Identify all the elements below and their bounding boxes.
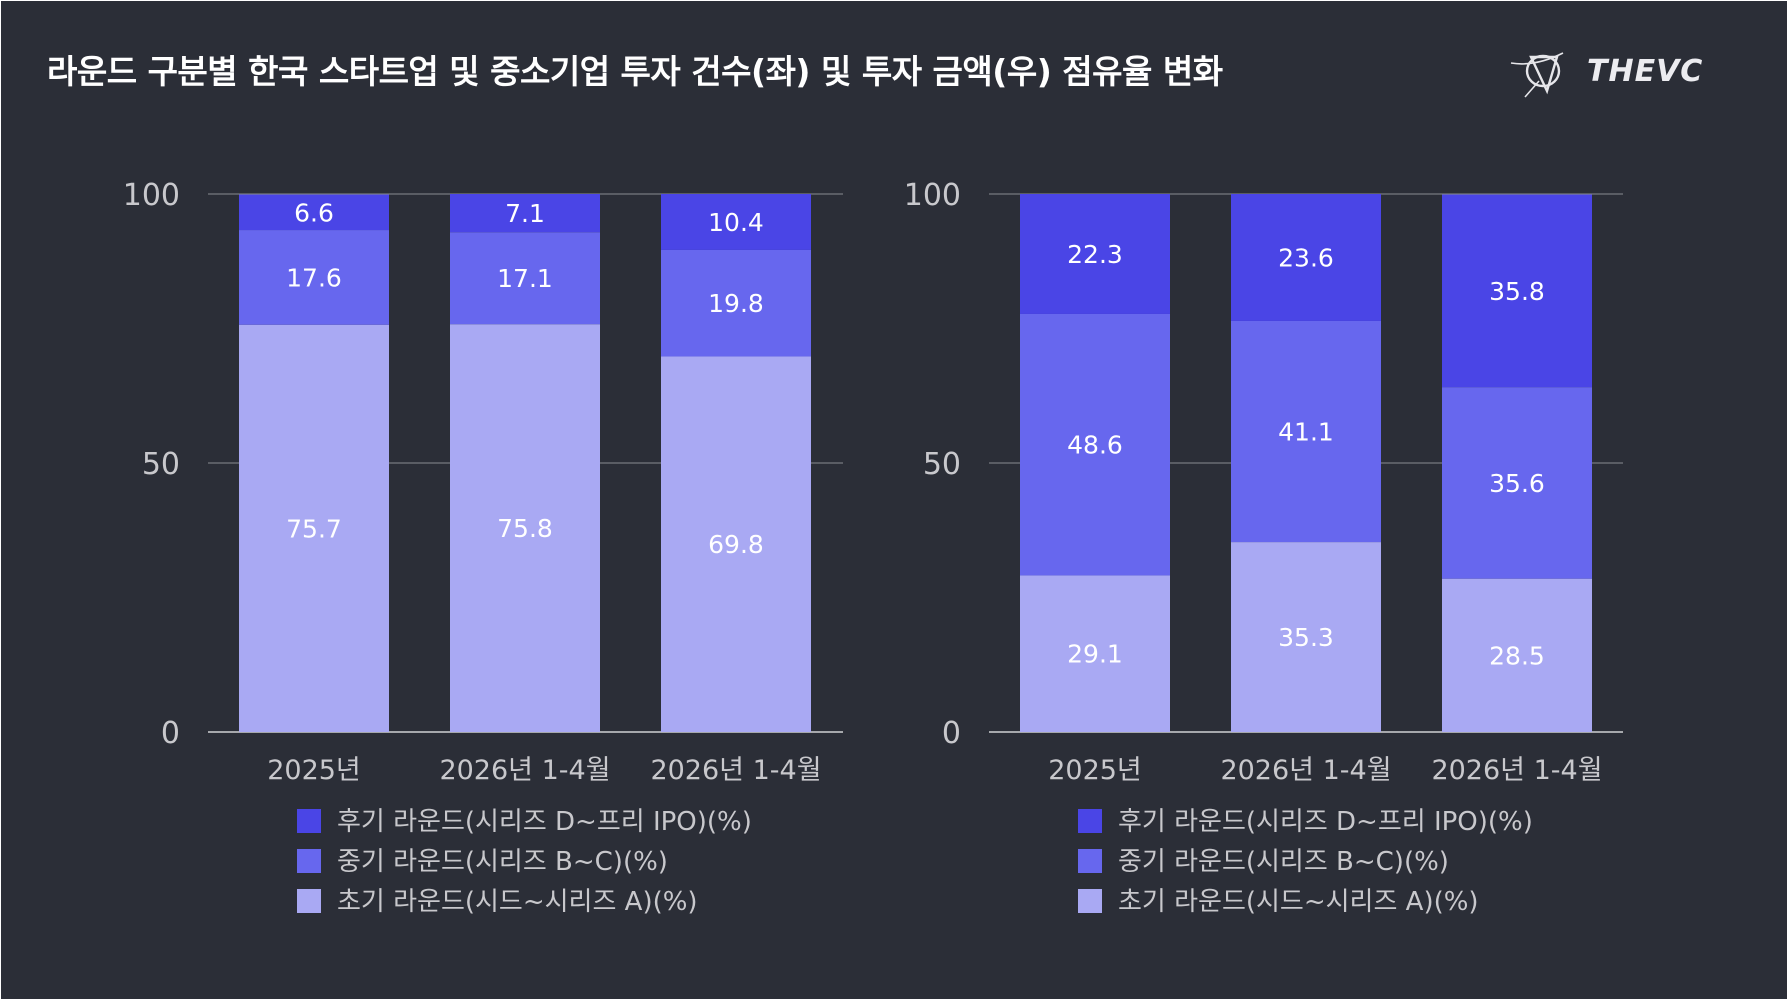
data-label: 22.3 (1067, 240, 1123, 269)
bar-segment-mid (1020, 313, 1170, 576)
data-label: 6.6 (294, 198, 334, 227)
data-label: 17.1 (497, 264, 553, 293)
legend-item-mid: 중기 라운드(시리즈 B~C)(%) (297, 847, 668, 877)
chart-2: 0 50 100 29.1 48.6 22.3 2025년 35.3 41.1 23.6 2026년… (904, 178, 1623, 917)
legend-swatch (297, 889, 321, 913)
data-label: 29.1 (1067, 640, 1123, 669)
legend-label: 초기 라운드(시드~시리즈 A)(%) (337, 887, 698, 917)
bar-segment-early (1231, 542, 1381, 732)
data-label: 35.3 (1278, 623, 1334, 652)
bar-segment-late (661, 194, 811, 250)
data-label: 41.1 (1278, 418, 1334, 447)
legend-label: 후기 라운드(시리즈 D~프리 IPO)(%) (337, 807, 752, 837)
data-label: 75.8 (497, 514, 553, 543)
bar-segment-late (239, 194, 389, 231)
chart-title: 라운드 구분별 한국 스타트업 및 중소기업 투자 건수(좌) 및 투자 금액(… (47, 52, 1223, 91)
y-tick-label: 50 (923, 447, 961, 482)
bar-segment-early (450, 324, 600, 732)
logo-emblem-icon (1510, 52, 1564, 98)
bar-segment-mid (661, 249, 811, 357)
bar-segment-mid (450, 232, 600, 325)
y-tick-label: 0 (161, 716, 180, 751)
thevc-logo: THEVC (1510, 52, 1703, 98)
bar-segment-late (1020, 194, 1170, 314)
x-tick-label: 2025년 (1048, 755, 1142, 786)
y-tick-label: 0 (942, 716, 961, 751)
legend-swatch (1078, 849, 1102, 873)
legend-item-late: 후기 라운드(시리즈 D~프리 IPO)(%) (1078, 807, 1533, 837)
data-label: 10.4 (708, 208, 764, 237)
data-label: 75.7 (286, 514, 342, 543)
x-tick-label: 2026년 1-4월 (1431, 755, 1602, 786)
x-tick-label: 2026년 1-4월 (650, 755, 821, 786)
bar-segment-early (1020, 575, 1170, 732)
y-tick-label: 100 (123, 178, 180, 213)
bar-segment-mid (1231, 320, 1381, 543)
bar-segment-mid (1442, 387, 1592, 579)
data-label: 35.6 (1489, 469, 1545, 498)
data-label: 28.5 (1489, 641, 1545, 670)
legend-swatch (297, 809, 321, 833)
legend-label: 후기 라운드(시리즈 D~프리 IPO)(%) (1118, 807, 1533, 837)
legend-label: 초기 라운드(시드~시리즈 A)(%) (1118, 887, 1479, 917)
legend-item-early: 초기 라운드(시드~시리즈 A)(%) (297, 887, 698, 917)
legend-swatch (297, 849, 321, 873)
legend-label: 중기 라운드(시리즈 B~C)(%) (1118, 847, 1449, 877)
x-tick-label: 2025년 (267, 755, 361, 786)
data-label: 23.6 (1278, 243, 1334, 272)
chart-1: 0 50 100 75.7 17.6 6.6 2025년 75.8 17.1 7.1 2026년 1… (123, 178, 843, 917)
legend-item-early: 초기 라운드(시드~시리즈 A)(%) (1078, 887, 1479, 917)
bar-segment-late (1231, 194, 1381, 321)
y-tick-label: 50 (142, 447, 180, 482)
bar-segment-late (450, 194, 600, 233)
data-label: 17.6 (286, 263, 342, 292)
bar-segment-mid (239, 230, 389, 325)
logo-text: THEVC (1587, 54, 1703, 89)
x-tick-label: 2026년 1-4월 (1220, 755, 1391, 786)
y-tick-label: 100 (904, 178, 961, 213)
data-label: 69.8 (708, 530, 764, 559)
x-tick-label: 2026년 1-4월 (439, 755, 610, 786)
legend-swatch (1078, 889, 1102, 913)
bar-segment-early (661, 356, 811, 732)
data-label: 35.8 (1489, 277, 1545, 306)
bar-segment-late (1442, 194, 1592, 388)
legend-item-mid: 중기 라운드(시리즈 B~C)(%) (1078, 847, 1449, 877)
legend-item-late: 후기 라운드(시리즈 D~프리 IPO)(%) (297, 807, 752, 837)
bar-segment-early (239, 324, 389, 732)
bar-segment-early (1442, 578, 1592, 732)
legend-label: 중기 라운드(시리즈 B~C)(%) (337, 847, 668, 877)
data-label: 19.8 (708, 289, 764, 318)
legend-swatch (1078, 809, 1102, 833)
data-label: 48.6 (1067, 431, 1123, 460)
data-label: 7.1 (505, 199, 545, 228)
